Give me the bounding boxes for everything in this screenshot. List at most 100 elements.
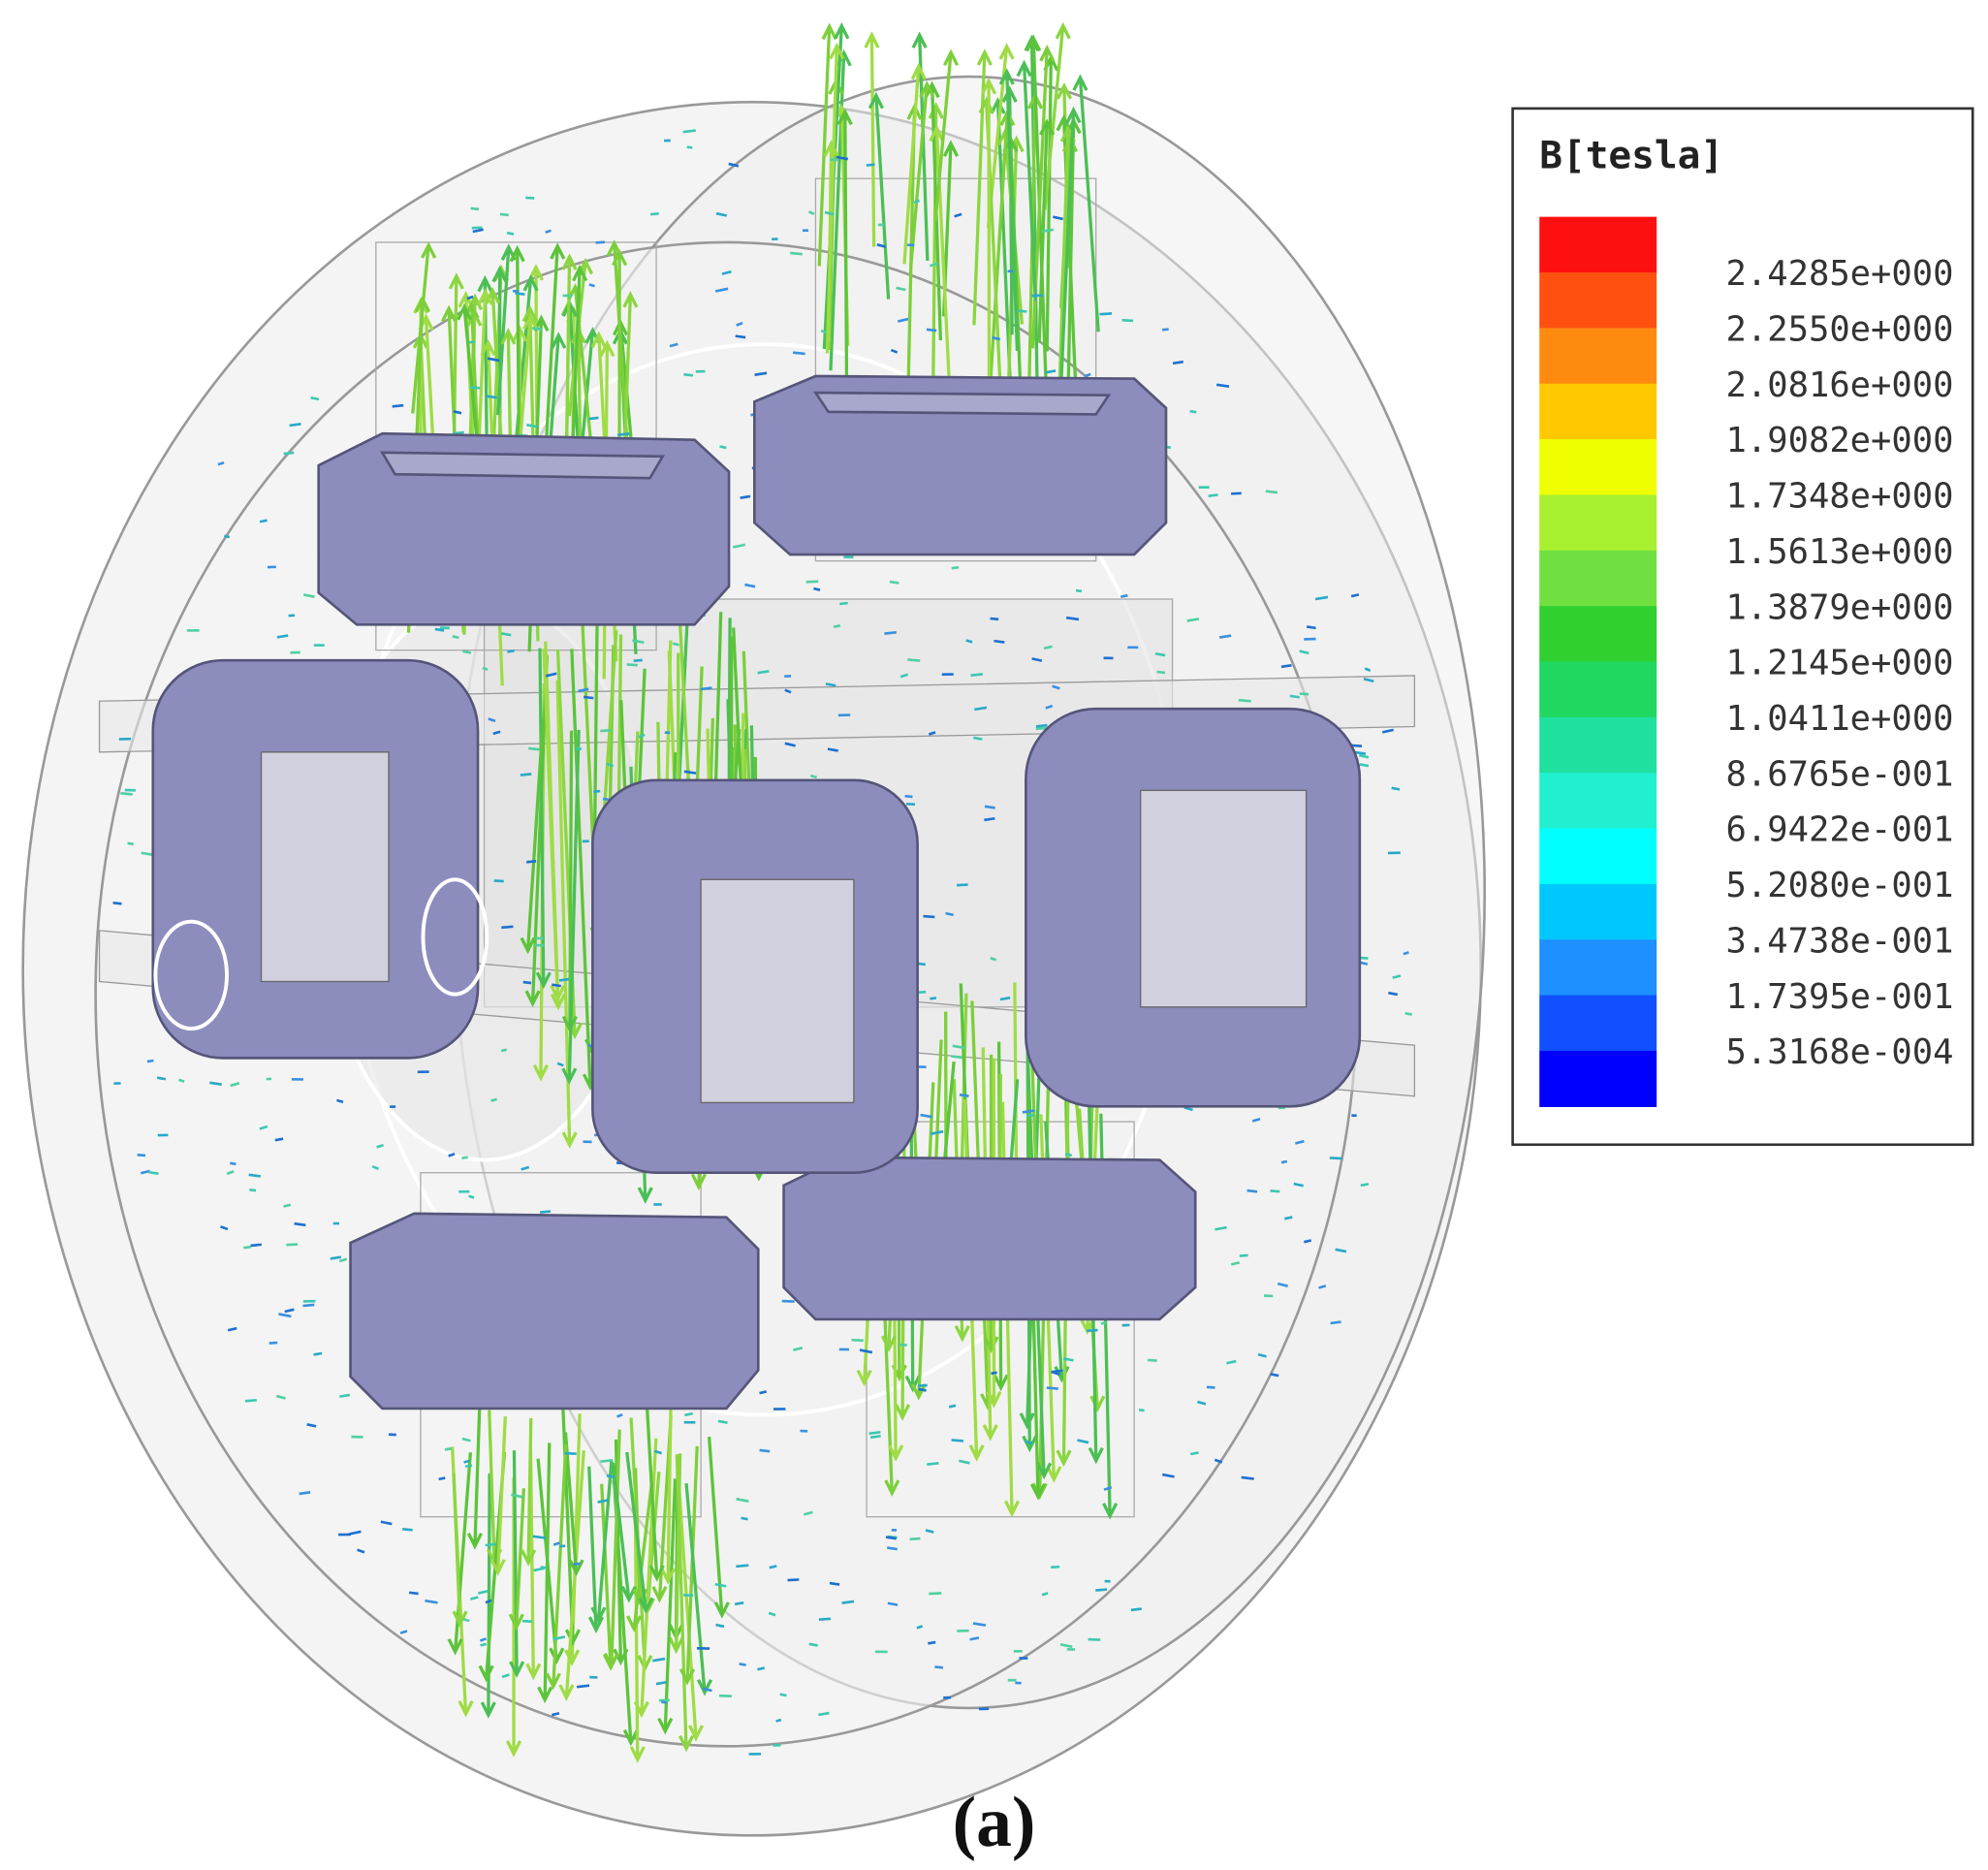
- arrow-head: [911, 31, 928, 48]
- arrow-head: [603, 1652, 619, 1670]
- color-band: [1539, 328, 1657, 385]
- field-dot: [928, 1640, 936, 1645]
- field-arrow: [611, 1464, 631, 1601]
- field-dot: [809, 774, 818, 779]
- arrow-head: [521, 1549, 537, 1567]
- field-dot: [1335, 1248, 1347, 1253]
- field-dot: [929, 262, 939, 268]
- field-dot: [209, 1081, 222, 1086]
- field-dot: [792, 351, 805, 356]
- arrow-head: [1055, 21, 1071, 40]
- field-arrow: [564, 1450, 585, 1698]
- color-band: [1539, 550, 1657, 607]
- field-dot: [501, 1673, 510, 1679]
- field-dot: [588, 416, 599, 421]
- arrow-head: [868, 91, 884, 110]
- field-dot: [462, 650, 472, 654]
- field-dot: [890, 348, 899, 354]
- field-arrow: [596, 1461, 614, 1621]
- arrow-head: [521, 304, 538, 323]
- field-dot: [1350, 593, 1360, 598]
- field-dot: [652, 1657, 666, 1663]
- arrow-head: [622, 1728, 639, 1747]
- field-dot: [1364, 667, 1372, 673]
- field-dot: [306, 1422, 317, 1428]
- arrow-head: [414, 295, 431, 313]
- field-dot: [904, 794, 913, 799]
- arrow-head: [668, 1636, 684, 1655]
- field-dot: [653, 1449, 662, 1455]
- field-dot: [227, 1326, 237, 1332]
- field-dot: [243, 1245, 252, 1250]
- field-dot: [1045, 704, 1054, 710]
- field-arrow: [676, 1471, 698, 1739]
- field-dot: [992, 335, 1001, 341]
- field-arrow: [933, 52, 953, 222]
- arrow-head: [522, 273, 539, 292]
- arrow-head: [590, 1606, 607, 1625]
- arrow-head: [954, 1325, 970, 1343]
- field-arrow: [988, 112, 1009, 390]
- color-band: [1539, 439, 1657, 496]
- field-dot: [1189, 409, 1197, 414]
- field-dot: [490, 1097, 497, 1102]
- arrow-head: [489, 1559, 506, 1576]
- field-dot: [740, 494, 751, 500]
- bore: [153, 919, 229, 1031]
- coil-top: [380, 451, 665, 480]
- arrow-head: [978, 96, 994, 114]
- field-dot: [464, 1464, 473, 1468]
- coil-opening: [700, 878, 855, 1104]
- field-dot: [480, 1642, 487, 1647]
- field-dot: [990, 617, 999, 621]
- arrow-head: [888, 1444, 904, 1462]
- legend-label: 2.0816e+000: [1726, 365, 1954, 405]
- arrow-head: [532, 1064, 549, 1082]
- field-dot: [531, 327, 543, 332]
- field-dot: [348, 1530, 362, 1536]
- arrow-head: [568, 1559, 584, 1577]
- field-dot: [638, 733, 646, 739]
- field-dot: [600, 1458, 614, 1464]
- field-dot: [951, 1439, 964, 1442]
- field-dot: [1077, 1439, 1089, 1444]
- field-dot: [974, 706, 988, 712]
- field-dot: [833, 623, 841, 629]
- field-dot: [918, 990, 927, 995]
- field-dot: [259, 519, 268, 523]
- field-dot: [920, 1113, 932, 1119]
- arrow-head: [448, 272, 464, 290]
- coil-opening: [260, 751, 390, 983]
- field-dot: [528, 746, 540, 751]
- field-dot: [715, 1623, 725, 1629]
- arrow-head: [491, 265, 508, 283]
- field-dot: [825, 682, 836, 687]
- field-dot: [851, 1338, 864, 1343]
- field-dot: [994, 639, 1005, 644]
- field-dot: [588, 283, 595, 288]
- field-arrow: [684, 1482, 707, 1694]
- field-dot: [573, 1562, 581, 1567]
- field-dot: [632, 639, 645, 645]
- field-dot: [896, 286, 906, 292]
- arrow-head: [982, 1424, 998, 1442]
- field-dot: [1265, 490, 1278, 494]
- field-arrow: [1037, 121, 1049, 343]
- field-dot: [1289, 694, 1300, 699]
- color-band: [1539, 773, 1657, 830]
- field-dot: [575, 746, 583, 750]
- field-dot: [357, 1548, 365, 1554]
- caption: (a): [953, 1782, 1036, 1861]
- arrow-head: [508, 1613, 524, 1632]
- legend-title: B[tesla]: [1539, 134, 1723, 178]
- field-dot: [268, 1341, 278, 1345]
- arrow-head: [895, 1404, 911, 1421]
- arrow-head: [943, 48, 960, 67]
- field-dot: [1206, 1385, 1215, 1389]
- field-dot: [717, 1419, 728, 1424]
- field-dot: [734, 1601, 744, 1606]
- arrow-head: [478, 1664, 494, 1683]
- arrow-head: [1022, 1435, 1038, 1453]
- field-dot: [683, 372, 694, 377]
